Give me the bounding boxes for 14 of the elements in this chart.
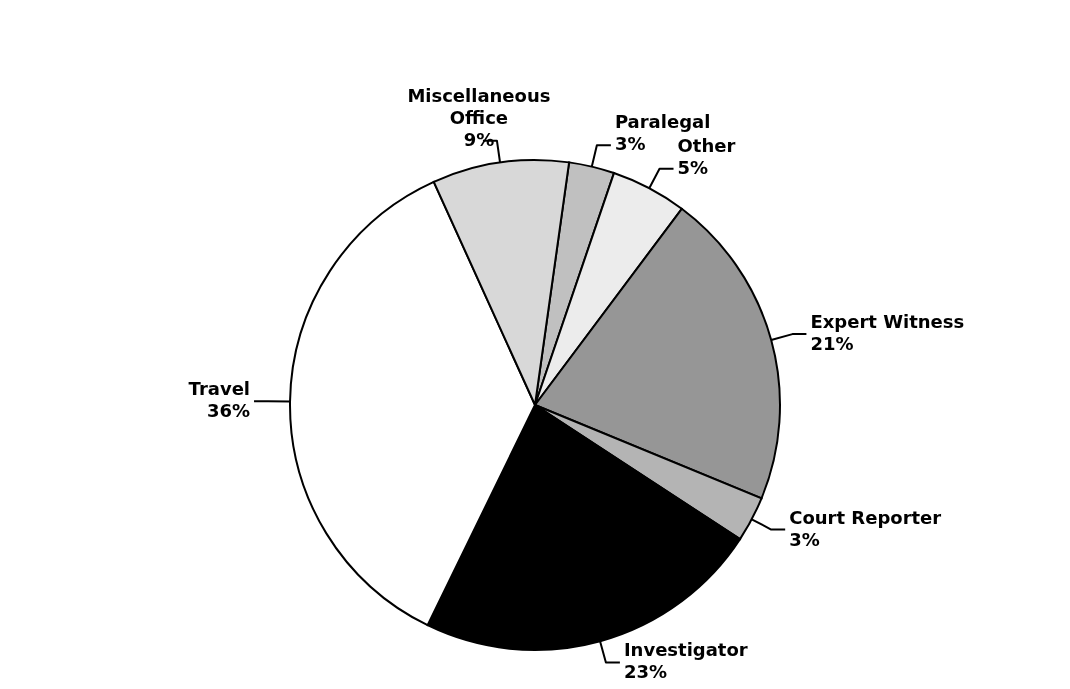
slice-label: Expert Witness <box>810 311 965 333</box>
slice-label: Investigator <box>623 639 748 661</box>
data-label: 23% <box>623 661 667 683</box>
data-label: 36% <box>206 400 251 422</box>
slice-label: Court Reporter <box>789 506 942 528</box>
slice-label: Other <box>677 134 736 156</box>
slice-label: Travel <box>188 378 251 400</box>
data-label: 5% <box>677 156 709 178</box>
data-label: 21% <box>810 333 854 355</box>
data-label: 3% <box>614 133 646 155</box>
data-label: 3% <box>789 528 820 550</box>
slice-label: Miscellaneous Office <box>407 84 551 128</box>
slice-label: Paralegal <box>614 111 711 133</box>
data-label: 9% <box>463 128 495 150</box>
